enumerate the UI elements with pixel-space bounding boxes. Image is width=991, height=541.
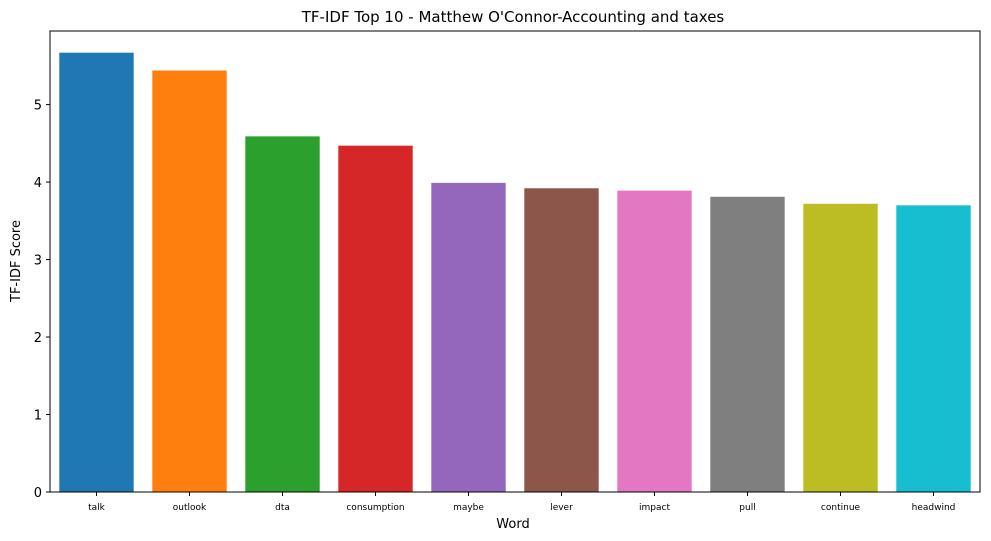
bar-talk — [59, 52, 134, 492]
y-tick-label: 4 — [34, 176, 42, 191]
bar-maybe — [431, 182, 506, 493]
bar-impact — [617, 190, 692, 493]
x-tick-label: consumption — [346, 503, 404, 513]
bar-headwind — [896, 205, 971, 492]
y-axis-label: TF-IDF Score — [9, 220, 24, 303]
x-tick-label: headwind — [912, 503, 956, 513]
x-tick-label: talk — [88, 503, 106, 513]
bar-dta — [245, 136, 320, 492]
bar-consumption — [338, 145, 413, 493]
chart-title: TF-IDF Top 10 - Matthew O'Connor-Account… — [301, 8, 725, 26]
bar-continue — [803, 203, 878, 492]
x-tick-label: continue — [821, 503, 861, 513]
x-tick-label: dta — [275, 503, 290, 513]
y-tick-label: 5 — [34, 99, 42, 114]
bar-outlook — [152, 70, 227, 492]
y-tick-label: 3 — [34, 254, 42, 269]
y-tick-label: 1 — [34, 409, 42, 424]
x-tick-label: impact — [639, 503, 670, 513]
x-tick-label: outlook — [173, 503, 207, 513]
bar-pull — [710, 196, 785, 492]
x-tick-label: pull — [739, 503, 755, 513]
bar-lever — [524, 188, 599, 492]
plot-area: talk outlook dta consumption maybe lever impac… — [34, 52, 971, 513]
x-tick-label: maybe — [453, 503, 484, 513]
plot-frame — [49, 30, 981, 493]
x-axis-label: Word — [496, 517, 529, 532]
y-tick-label: 2 — [34, 331, 42, 346]
x-tick-label: lever — [550, 503, 573, 513]
y-tick-label: 0 — [34, 486, 42, 501]
